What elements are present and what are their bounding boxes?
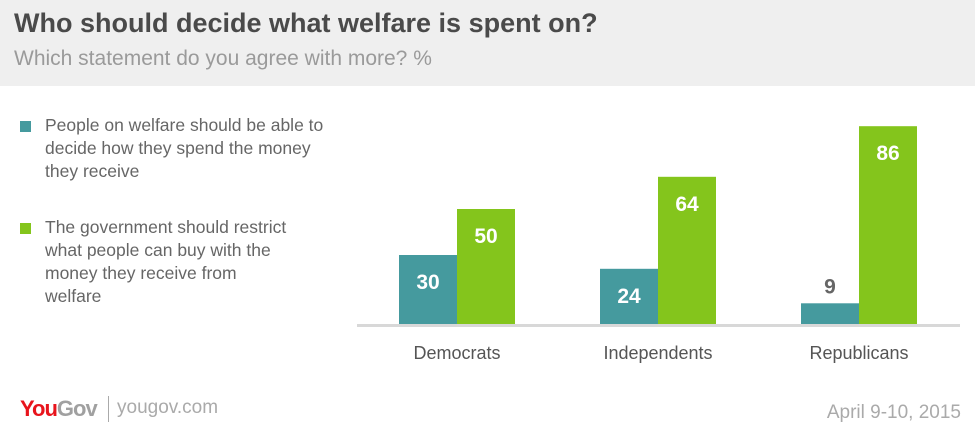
yougov-logo: YouGov — [20, 396, 98, 421]
legend-swatch — [20, 223, 31, 234]
footer-date: April 9-10, 2015 — [826, 402, 961, 423]
data-label: 30 — [416, 271, 439, 294]
legend-swatch — [20, 121, 31, 132]
header: Who should decide what welfare is spent … — [0, 0, 975, 86]
data-label: 86 — [876, 142, 899, 165]
bar-democrats-0 — [399, 255, 457, 324]
legend-item-people-decide: People on welfare should be able to deci… — [20, 114, 350, 183]
bar-independents-1 — [658, 176, 716, 324]
category-label: Independents — [603, 343, 712, 363]
footer-divider — [108, 396, 109, 422]
data-label: 24 — [617, 285, 641, 308]
data-label: 50 — [474, 225, 497, 248]
bar-republicans-0 — [801, 303, 859, 324]
legend-item-government-restrict: The government should restrict what peop… — [20, 216, 350, 308]
x-axis-line — [357, 324, 960, 327]
legend-label: The government should restrict what peop… — [45, 217, 287, 306]
bar-democrats-1 — [457, 209, 515, 324]
bar-independents-0 — [600, 268, 658, 324]
footer-url: yougov.com — [117, 397, 219, 418]
data-label: 9 — [824, 275, 836, 298]
chart-title: Who should decide what welfare is spent … — [14, 8, 598, 38]
category-label: Democrats — [413, 343, 500, 363]
category-label: Republicans — [809, 343, 908, 363]
legend-label: People on welfare should be able to deci… — [45, 115, 324, 181]
data-label: 64 — [675, 193, 699, 216]
bar-republicans-1 — [859, 126, 917, 324]
chart-subtitle: Which statement do you agree with more? … — [14, 47, 432, 70]
